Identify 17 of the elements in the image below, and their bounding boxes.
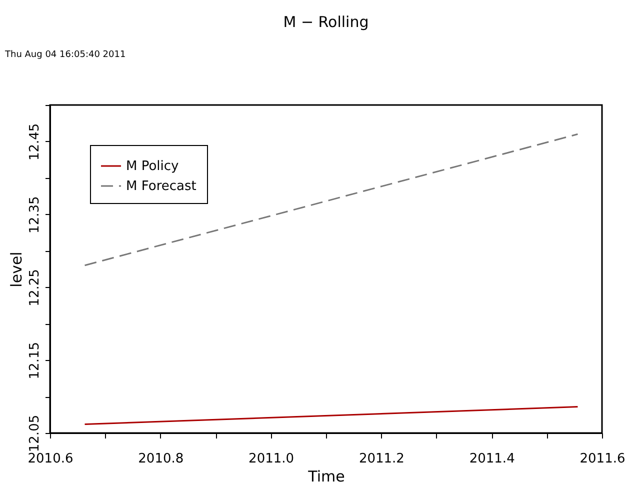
x-tick-label: 2011.4 (469, 452, 515, 466)
x-tick-label: 2011.2 (358, 452, 404, 466)
x-tick-label: 2010.8 (138, 452, 184, 466)
y-tick-label: 12.35 (28, 196, 42, 234)
legend-label: M Policy (126, 159, 180, 174)
x-tick-label: 2011.6 (580, 452, 626, 466)
y-axis-title: level (8, 252, 26, 288)
legend-label: M Forecast (126, 179, 196, 194)
x-tick-label: 2010.6 (28, 452, 74, 466)
y-tick-label: 12.15 (28, 342, 42, 380)
text: Thu Aug 04 16:05:40 2011 (4, 50, 126, 60)
y-tick-label: 12.45 (28, 123, 42, 161)
x-axis-title: Time (307, 468, 345, 486)
y-tick-label: 12.25 (28, 269, 42, 306)
y-tick-label: 12.05 (28, 414, 42, 452)
chart-title: M − Rolling (283, 13, 369, 31)
x-tick-label: 2011.0 (248, 452, 294, 466)
